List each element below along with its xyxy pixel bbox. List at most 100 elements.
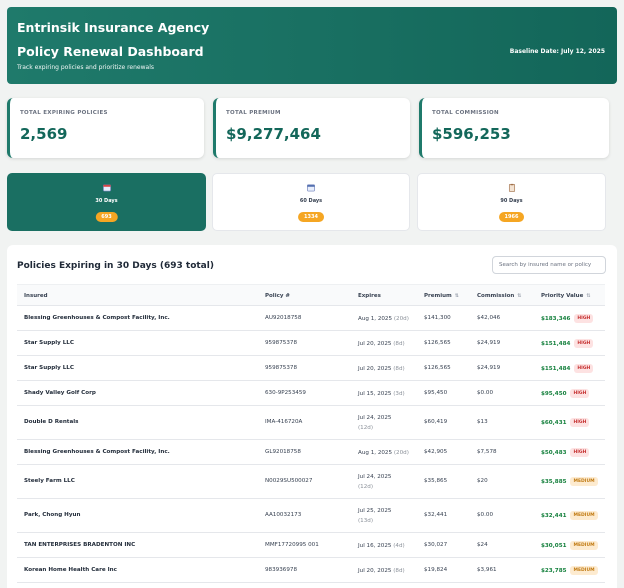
policy-cell: N0029SU500027 <box>265 478 313 484</box>
priority-cell: $60,431 HIGH <box>541 418 590 427</box>
insured-cell: Star Supply LLC <box>24 364 74 371</box>
insured-cell: Korean Home Health Care Inc <box>24 566 117 573</box>
expires-cell: Aug 1, 2025 (20d) <box>358 315 409 322</box>
baseline-date: Baseline Date: July 12, 2025 <box>509 48 605 55</box>
commission-cell: $13 <box>477 419 488 425</box>
priority-badge: HIGH <box>574 338 594 348</box>
column-insured[interactable]: Insured <box>24 293 48 299</box>
priority-cell: $50,483 HIGH <box>541 447 590 457</box>
table-row[interactable]: Star Supply LLC 959875378 Jul 20, 2025 (8d… <box>17 356 605 381</box>
stat-label: TOTAL EXPIRING POLICIES <box>20 110 108 116</box>
policy-cell: AA10032173 <box>265 512 302 518</box>
expires-cell: Jul 15, 2025 (3d) <box>358 390 405 397</box>
sort-icon[interactable]: ⇅ <box>454 293 459 299</box>
expires-cell: Jul 25, 2025 (13d) <box>358 508 392 524</box>
calendar-icon <box>102 184 111 192</box>
policy-cell: AU92018758 <box>265 314 302 321</box>
premium-cell: $42,905 <box>424 448 448 455</box>
tab-label: 60 Days <box>299 198 323 204</box>
column-policy[interactable]: Policy # <box>265 293 290 299</box>
priority-badge: MEDIUM <box>570 565 598 575</box>
priority-badge: MEDIUM <box>570 511 598 520</box>
priority-value: $35,885 <box>541 479 567 485</box>
table-title: Policies Expiring in 30 Days (693 total) <box>17 261 214 271</box>
table-row[interactable]: Korean Home Health Care Inc 983936978 Jul … <box>17 558 605 583</box>
table-row[interactable]: Park, Chong Hyun AA10032173 Jul 25, 2025 (1… <box>17 499 605 533</box>
sort-icon[interactable]: ⇅ <box>586 293 591 299</box>
insured-cell: Star Supply LLC <box>24 339 74 346</box>
priority-value: $151,484 <box>541 340 571 347</box>
insured-cell: Blessing Greenhouses & Compost Facility,… <box>24 314 170 321</box>
insured-cell: Shady Valley Golf Corp <box>24 389 96 396</box>
premium-cell: $141,300 <box>424 314 451 321</box>
policies-panel: Policies Expiring in 30 Days (693 total)… <box>7 245 617 588</box>
insured-cell: Double D Rentals <box>24 419 79 425</box>
tab-count-badge: 693 <box>95 212 118 222</box>
stat-value: $596,253 <box>432 125 511 143</box>
insured-cell: TAN ENTERPRISES BRADENTON INC <box>24 541 136 548</box>
priority-value: $50,483 <box>541 449 567 456</box>
priority-value: $32,441 <box>541 513 567 519</box>
tab-count-badge: 1966 <box>498 212 525 222</box>
commission-cell: $24,919 <box>477 339 501 346</box>
tab-count-badge: 1334 <box>298 212 324 222</box>
priority-value: $30,051 <box>541 542 567 549</box>
commission-cell: $20 <box>477 478 488 484</box>
column-premium[interactable]: Premium ⇅ <box>424 293 459 299</box>
premium-cell: $60,419 <box>424 419 448 425</box>
insured-cell: Blessing Greenhouses & Compost Facility,… <box>24 448 170 455</box>
table-row[interactable]: Shady Valley Golf Corp 630-9P253459 Jul 15… <box>17 381 605 406</box>
commission-cell: $24,919 <box>477 364 501 371</box>
policy-cell: MMF17720995 001 <box>265 541 319 548</box>
page-subtitle: Track expiring policies and prioritize r… <box>17 64 154 71</box>
policy-cell: 959875378 <box>265 339 298 346</box>
tab-30-days[interactable]: 30 Days 693 <box>7 173 206 231</box>
dashboard-header: Entrinsik Insurance Agency Policy Renewa… <box>7 7 617 84</box>
expires-cell: Aug 1, 2025 (20d) <box>358 449 409 456</box>
stat-card-premium: TOTAL PREMIUM $9,277,464 <box>213 98 410 158</box>
premium-cell: $35,865 <box>424 478 448 484</box>
priority-badge: HIGH <box>570 418 590 427</box>
sort-icon[interactable]: ⇅ <box>517 293 522 299</box>
priority-value: $60,431 <box>541 420 567 426</box>
priority-badge: MEDIUM <box>570 477 598 486</box>
priority-badge: HIGH <box>574 363 594 373</box>
commission-cell: $0.00 <box>477 512 494 518</box>
column-priority-value[interactable]: Priority Value ⇅ <box>541 293 591 299</box>
tab-60-days[interactable]: 60 Days 1334 <box>212 173 410 231</box>
priority-cell: $35,885 MEDIUM <box>541 477 598 486</box>
table-row[interactable]: Blessing Greenhouses & Compost Facility,… <box>17 440 605 465</box>
expires-cell: Jul 20, 2025 (8d) <box>358 365 405 372</box>
policy-cell: IMA-416720A <box>265 419 303 425</box>
insured-cell: Park, Chong Hyun <box>24 512 81 518</box>
clipboard-icon <box>508 183 515 192</box>
stat-card-commission: TOTAL COMMISSION $596,253 <box>419 98 609 158</box>
table-row[interactable]: Blessing Greenhouses & Compost Facility,… <box>17 306 605 331</box>
search-input[interactable] <box>492 256 606 274</box>
table-row[interactable]: Double D Rentals IMA-416720A Jul 24, 2025(… <box>17 406 605 440</box>
priority-cell: $95,450 HIGH <box>541 388 590 398</box>
priority-value: $151,484 <box>541 365 571 372</box>
table-row[interactable]: TAN ENTERPRISES BRADENTON INC MMF17720995… <box>17 533 605 558</box>
page-title: Policy Renewal Dashboard <box>17 44 204 59</box>
table-row[interactable]: Star Supply LLC 959875378 Jul 20, 2025 (8d… <box>17 331 605 356</box>
commission-cell: $3,961 <box>477 566 497 573</box>
column-expires[interactable]: Expires <box>358 293 381 299</box>
priority-cell: $30,051 MEDIUM <box>541 540 598 550</box>
policy-cell: 630-9P253459 <box>265 389 306 396</box>
expires-cell: Jul 24, 2025 (12d) <box>358 474 392 490</box>
priority-cell: $32,441 MEDIUM <box>541 511 598 520</box>
priority-badge: HIGH <box>574 313 594 323</box>
premium-cell: $126,565 <box>424 339 451 346</box>
priority-cell: $23,785 MEDIUM <box>541 565 598 575</box>
table-row[interactable]: Steely Farm LLC N0029SU500027 Jul 24, 2025… <box>17 465 605 499</box>
premium-cell: $32,441 <box>424 512 448 518</box>
tab-90-days[interactable]: 90 Days 1966 <box>417 173 606 231</box>
commission-cell: $7,578 <box>477 448 497 455</box>
calendar-icon <box>307 184 315 192</box>
stat-value: $9,277,464 <box>226 125 321 143</box>
column-commission[interactable]: Commission ⇅ <box>477 293 522 299</box>
priority-cell: $183,346 HIGH <box>541 313 594 323</box>
stat-value: 2,569 <box>20 125 68 143</box>
policy-cell: GL92018758 <box>265 448 301 455</box>
